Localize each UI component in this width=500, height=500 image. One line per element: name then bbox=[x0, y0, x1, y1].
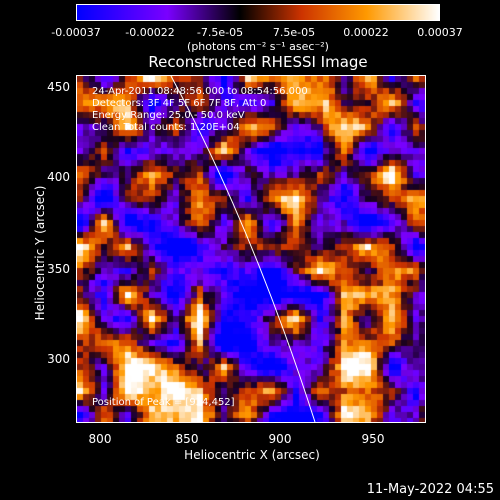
y-tick-label: 450 bbox=[47, 80, 70, 94]
info-time-range: 24-Apr-2011 08:48:56.000 to 08:54:56.000 bbox=[92, 86, 308, 97]
x-tick-label: 800 bbox=[88, 432, 112, 446]
info-detectors: Detectors: 3F 4F 5F 6F 7F 8F, Att 0 bbox=[92, 98, 267, 109]
colorbar-tick: -0.00022 bbox=[125, 26, 175, 39]
y-tick-label: 400 bbox=[47, 170, 70, 184]
info-energy-range: Energy Range: 25.0 - 50.0 keV bbox=[92, 110, 245, 121]
solar-limb-line bbox=[170, 76, 316, 422]
info-total-counts: Clean Total counts: 1.20E+04 bbox=[92, 122, 240, 133]
rhessi-image-plot bbox=[76, 75, 426, 423]
colorbar-tick: 0.00037 bbox=[417, 26, 463, 39]
colorbar-tick: 7.5e-05 bbox=[272, 26, 316, 39]
y-axis-label: Heliocentric Y (arcsec) bbox=[33, 185, 47, 321]
x-axis-label: Heliocentric X (arcsec) bbox=[184, 448, 320, 462]
y-tick-label: 350 bbox=[47, 262, 70, 276]
x-tick-label: 900 bbox=[268, 432, 292, 446]
colorbar bbox=[76, 4, 440, 21]
x-tick-label: 950 bbox=[361, 432, 385, 446]
colorbar-tick: 0.00022 bbox=[343, 26, 389, 39]
limb-overlay bbox=[170, 76, 316, 422]
y-tick-label: 300 bbox=[47, 352, 70, 366]
heatmap-canvas bbox=[77, 76, 425, 422]
image-title: Reconstructed RHESSI Image bbox=[148, 53, 368, 71]
colorbar-units: (photons cm⁻² s⁻¹ asec⁻²) bbox=[187, 40, 329, 53]
info-peak-position: Position of Peak = [934,452] bbox=[92, 397, 235, 408]
colorbar-tick: -0.00037 bbox=[51, 26, 101, 39]
footer-timestamp: 11-May-2022 04:55 bbox=[366, 482, 494, 497]
colorbar-tick: -7.5e-05 bbox=[196, 26, 244, 39]
x-tick-label: 850 bbox=[175, 432, 199, 446]
